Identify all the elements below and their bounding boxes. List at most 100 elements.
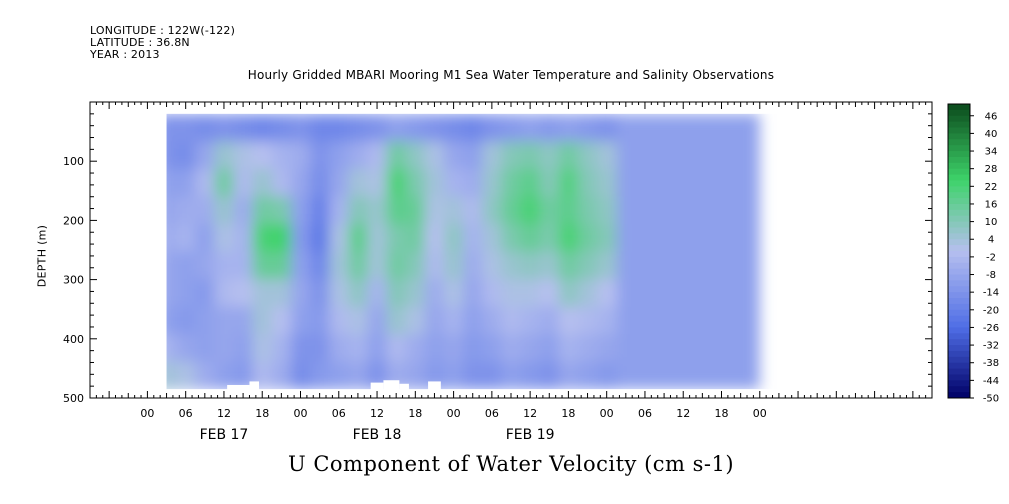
heatmap-cell: [520, 361, 541, 390]
heatmap-cell: [367, 223, 388, 253]
heatmap-cell: [539, 113, 560, 143]
colorbar-band: [948, 186, 970, 193]
colorbar-band: [948, 315, 970, 323]
colorbar-band: [948, 233, 970, 240]
heatmap-cell: [539, 196, 560, 225]
heatmap-cell: [463, 141, 484, 170]
heatmap-cell: [558, 306, 579, 335]
heatmap-cell: [424, 251, 445, 280]
heatmap-cell: [597, 196, 618, 225]
heatmap-cell: [233, 306, 254, 335]
x-tick-label: 18: [715, 407, 729, 420]
x-tick-label: 12: [676, 407, 690, 420]
heatmap-cell: [195, 168, 216, 198]
missing-data-gap: [428, 381, 441, 391]
heatmap-cell: [577, 306, 598, 335]
heatmap-cell: [482, 306, 503, 335]
colorbar-label: 16: [985, 199, 998, 210]
heatmap-cell: [539, 141, 560, 170]
colorbar-band: [948, 215, 970, 223]
heatmap-cell: [195, 113, 216, 143]
heatmap-cell: [176, 196, 197, 225]
colorbar-label: 40: [985, 129, 998, 140]
heatmap-cell: [424, 113, 445, 143]
heatmap-cell: [520, 168, 541, 198]
heatmap-cell: [501, 113, 522, 143]
heatmap-cell: [329, 141, 350, 170]
heatmap-cell: [539, 251, 560, 280]
x-tick-label: 00: [600, 407, 614, 420]
heatmap-cell: [597, 279, 618, 308]
heatmap-cell: [271, 168, 292, 198]
heatmap-cell: [501, 251, 522, 280]
heatmap-cell: [290, 168, 311, 198]
heatmap-cell: [558, 113, 579, 143]
heatmap-cell: [520, 251, 541, 280]
heatmap-cell: [501, 334, 522, 363]
heatmap-cell: [310, 113, 331, 143]
x-tick-label: 18: [408, 407, 422, 420]
heatmap-cell: [348, 141, 369, 170]
colorbar-band: [948, 245, 970, 252]
heatmap-cell: [290, 223, 311, 253]
heatmap-cell: [539, 279, 560, 308]
colorbar-band: [948, 298, 970, 305]
heatmap-cell: [214, 334, 235, 363]
colorbar-band: [948, 151, 970, 158]
heatmap-cell: [271, 113, 292, 143]
heatmap-cell: [558, 279, 579, 308]
heatmap-cell: [195, 223, 216, 253]
x-tick-label: 12: [523, 407, 537, 420]
colorbar-band: [948, 374, 970, 381]
latitude-label: LATITUDE : 36.8N: [90, 36, 190, 49]
heatmap-cell: [329, 196, 350, 225]
heatmap-cell: [520, 306, 541, 335]
heatmap-cell: [501, 168, 522, 198]
heatmap-cell: [424, 196, 445, 225]
heatmap-cell: [444, 306, 464, 335]
heatmap-cell: [195, 141, 216, 170]
heatmap-cell: [558, 251, 579, 280]
heatmap-cell: [329, 279, 350, 308]
heatmap-cell: [310, 279, 331, 308]
colorbar-band: [948, 380, 970, 387]
no-data-top: [90, 102, 932, 114]
heatmap-cell: [386, 279, 407, 308]
heatmap-cell: [195, 279, 216, 308]
heatmap-cell: [482, 141, 503, 170]
heatmap-cell: [290, 113, 311, 143]
heatmap-cell: [597, 334, 618, 363]
x-tick-label: 00: [140, 407, 154, 420]
heatmap-cell: [501, 361, 522, 390]
heatmap-cell: [424, 279, 445, 308]
heatmap-cell: [252, 334, 273, 363]
heatmap-cell: [463, 223, 484, 253]
heatmap-cell: [444, 361, 464, 390]
heatmap-cell: [271, 251, 292, 280]
heatmap-cell: [367, 168, 388, 198]
heatmap-cell: [271, 223, 292, 253]
heatmap-cell: [444, 113, 464, 143]
colorbar-label: 34: [985, 147, 998, 158]
heatmap-cell: [405, 168, 426, 198]
heatmap-cell: [577, 334, 598, 363]
colorbar-band: [948, 286, 970, 293]
heatmap-cell: [444, 223, 464, 253]
heatmap-cell: [577, 361, 598, 390]
heatmap-cell: [176, 334, 197, 363]
heatmap-cell: [233, 223, 254, 253]
heatmap-cell: [233, 361, 254, 390]
heatmap-cell: [310, 196, 331, 225]
heatmap-cell: [233, 168, 254, 198]
heatmap-cell: [405, 113, 426, 143]
heatmap-cell: [539, 361, 560, 390]
colorbar-label: -14: [983, 288, 999, 299]
colorbar-band: [948, 303, 970, 311]
heatmap-cell: [424, 168, 445, 198]
heatmap-cell: [577, 113, 598, 143]
heatmap-cell: [290, 279, 311, 308]
heatmap-cell: [233, 279, 254, 308]
heatmap-cell: [386, 113, 407, 143]
heatmap-cell: [367, 334, 388, 363]
